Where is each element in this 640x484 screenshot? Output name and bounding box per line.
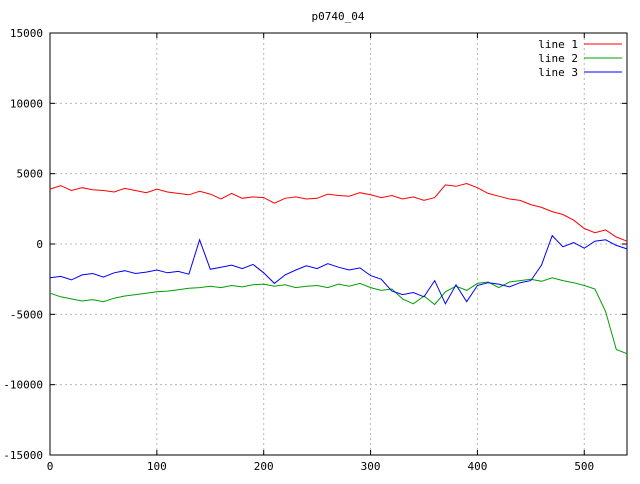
legend-item: line 1 — [538, 38, 622, 51]
legend-label-line1: line 1 — [538, 38, 578, 51]
x-tick-label: 200 — [254, 460, 274, 473]
series-line-3 — [49, 234, 628, 305]
x-tick-label: 400 — [467, 460, 487, 473]
legend-label-line3: line 3 — [538, 66, 578, 79]
legend-item: line 2 — [538, 52, 622, 65]
y-tick-label: -15000 — [3, 449, 43, 462]
legend: line 1 line 2 line 3 — [538, 38, 622, 79]
y-tick-label: 0 — [36, 238, 43, 251]
legend-item: line 3 — [538, 66, 622, 79]
x-tick-label: 500 — [574, 460, 594, 473]
y-tick-label: 5000 — [17, 168, 44, 181]
series-line-1 — [49, 182, 628, 242]
chart-title: p0740_04 — [312, 10, 365, 23]
series-line-2 — [49, 277, 628, 355]
y-tick-label: -10000 — [3, 379, 43, 392]
y-tick-label: 10000 — [10, 97, 43, 110]
x-tick-label: 0 — [47, 460, 54, 473]
x-tick-label: 100 — [147, 460, 167, 473]
x-tick-label: 300 — [361, 460, 381, 473]
legend-label-line2: line 2 — [538, 52, 578, 65]
y-tick-label: 15000 — [10, 27, 43, 40]
y-tick-label: -5000 — [10, 308, 43, 321]
plot-area: 0 100 200 300 400 500 -15000 -10000 -5000 0 5000 10… — [3, 27, 628, 473]
